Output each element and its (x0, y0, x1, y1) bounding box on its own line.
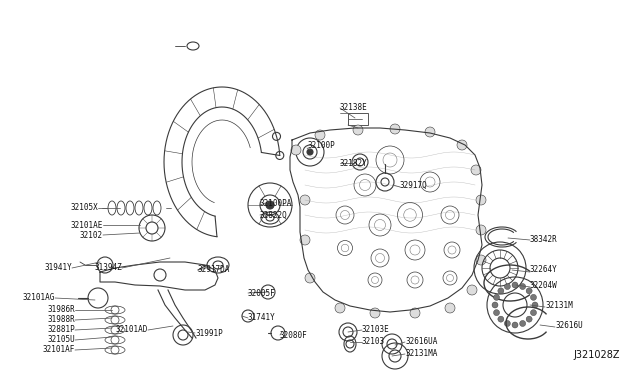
Circle shape (493, 310, 500, 316)
Text: 32616UA: 32616UA (405, 337, 437, 346)
Circle shape (492, 302, 498, 308)
Text: 32101AE: 32101AE (70, 221, 103, 230)
Text: 32822Q: 32822Q (260, 211, 288, 219)
Circle shape (291, 145, 301, 155)
Circle shape (512, 282, 518, 288)
Text: 32182Y: 32182Y (340, 158, 368, 167)
Text: 32105U: 32105U (47, 336, 75, 344)
Text: 38342R: 38342R (530, 235, 557, 244)
Circle shape (520, 283, 525, 289)
Circle shape (531, 310, 536, 316)
Circle shape (315, 130, 325, 140)
Circle shape (493, 294, 500, 300)
Text: 32264Y: 32264Y (530, 266, 557, 275)
Text: 32917DA: 32917DA (198, 266, 230, 275)
Circle shape (353, 125, 363, 135)
Text: 31941Y: 31941Y (44, 263, 72, 273)
Circle shape (498, 316, 504, 322)
Circle shape (531, 294, 536, 300)
Text: 32616U: 32616U (555, 321, 583, 330)
Text: 32103E: 32103E (362, 326, 390, 334)
Circle shape (425, 127, 435, 137)
Circle shape (335, 303, 345, 313)
Circle shape (266, 201, 274, 209)
Circle shape (476, 225, 486, 235)
Text: 32881P: 32881P (47, 326, 75, 334)
Text: 32101AD: 32101AD (116, 326, 148, 334)
Text: 31988R: 31988R (47, 315, 75, 324)
Text: 32100P: 32100P (307, 141, 335, 150)
Text: 32080F: 32080F (280, 330, 308, 340)
Circle shape (520, 320, 525, 327)
Circle shape (532, 302, 538, 308)
Text: 32103: 32103 (362, 337, 385, 346)
Circle shape (305, 273, 315, 283)
Text: 32101AF: 32101AF (43, 346, 75, 355)
Circle shape (526, 288, 532, 294)
Circle shape (307, 149, 313, 155)
Text: 32100PA: 32100PA (260, 199, 292, 208)
Circle shape (445, 303, 455, 313)
Circle shape (526, 316, 532, 322)
Text: 32102: 32102 (80, 231, 103, 240)
Text: 32204W: 32204W (530, 280, 557, 289)
Circle shape (390, 124, 400, 134)
Text: 32105X: 32105X (70, 203, 98, 212)
Circle shape (504, 320, 510, 327)
Text: 31991P: 31991P (195, 328, 223, 337)
Circle shape (300, 235, 310, 245)
Text: 32917Q: 32917Q (400, 180, 428, 189)
Circle shape (410, 308, 420, 318)
Text: 31986R: 31986R (47, 305, 75, 314)
Circle shape (476, 195, 486, 205)
Text: 31394Z: 31394Z (94, 263, 122, 273)
Circle shape (512, 322, 518, 328)
Text: 32131M: 32131M (545, 301, 573, 310)
Circle shape (370, 308, 380, 318)
Circle shape (300, 195, 310, 205)
Circle shape (457, 140, 467, 150)
Circle shape (467, 285, 477, 295)
Text: J321028Z: J321028Z (573, 350, 620, 360)
Circle shape (471, 165, 481, 175)
Circle shape (504, 283, 510, 289)
Text: 31741Y: 31741Y (248, 314, 276, 323)
Text: 32005F: 32005F (248, 289, 276, 298)
Circle shape (498, 288, 504, 294)
Circle shape (476, 255, 486, 265)
Text: 32131MA: 32131MA (405, 350, 437, 359)
Text: 32101AG: 32101AG (22, 294, 55, 302)
Text: 32138E: 32138E (340, 103, 368, 112)
